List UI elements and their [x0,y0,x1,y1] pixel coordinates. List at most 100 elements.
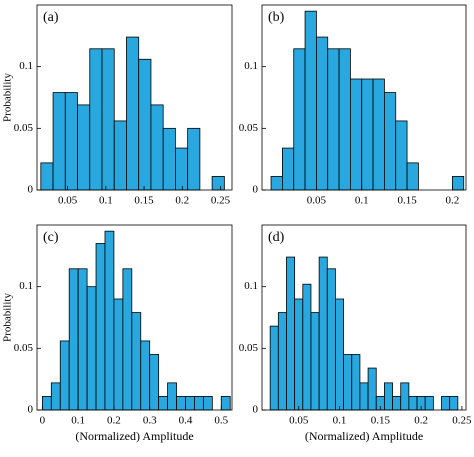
x-tick-label: 0.3 [143,415,157,427]
x-tick-label: 0.1 [333,415,347,427]
bar [406,162,419,191]
y-tick-label: 0 [28,404,34,416]
bar [162,127,176,191]
bar [335,298,345,411]
bar [400,382,410,411]
y-tick-label: 0 [253,184,259,196]
bar [126,36,140,191]
panel-label: (b) [268,10,285,25]
bar [277,312,287,411]
y-tick-label: 0.05 [14,122,34,134]
bar [158,396,168,411]
bar [270,176,283,191]
x-tick-label: 0.15 [134,195,154,207]
axes-frame [36,224,233,411]
bar [211,176,225,191]
bar [281,147,295,191]
x-tick-label: 0.25 [211,195,231,207]
bar [310,312,320,411]
x-tick-label: 0.1 [355,195,369,207]
bar [202,396,213,411]
bar [395,120,408,191]
axes-frame [261,224,467,411]
bar [392,396,402,411]
panel-label: (c) [43,230,59,245]
bar [449,396,459,411]
bar [138,58,152,191]
x-tick-label: 0.05 [58,195,78,207]
bar [286,256,296,411]
bar [149,354,160,411]
x-tick-label: 0.2 [107,415,121,427]
y-tick-label: 0 [28,184,34,196]
x-tick-label: 0.15 [371,415,391,427]
bar [338,48,351,191]
bar [349,78,363,191]
bar [140,340,151,411]
bar [113,298,124,411]
x-tick-label: 0.05 [289,415,309,427]
bar [122,268,133,411]
bar [304,10,317,191]
bar [131,312,142,411]
x-tick-label: 0.2 [446,195,460,207]
bar [383,382,393,411]
bar [41,396,52,411]
bar [89,48,103,191]
bar [359,382,369,411]
bar [77,268,88,411]
y-axis-label: Probability [2,293,14,342]
bar [220,396,231,411]
bar [86,286,97,411]
axes-frame [36,4,233,191]
x-tick-label: 0.05 [307,195,327,207]
bar [315,36,329,191]
bar [185,396,195,411]
bar [176,396,186,411]
bar [175,147,189,191]
x-tick-label: 0.15 [397,195,417,207]
y-tick-label: 0 [253,404,259,416]
bar [408,396,418,411]
y-tick-label: 0.1 [19,280,33,292]
bar [441,396,451,411]
x-tick-label: 0.1 [71,415,85,427]
y-tick-label: 0.05 [14,342,34,354]
y-tick-label: 0.05 [239,342,259,354]
bar [52,92,66,191]
bar [194,396,204,411]
bar [150,104,164,191]
bar [293,48,306,191]
bar [95,243,106,411]
y-tick-label: 0.05 [239,122,259,134]
bar [113,120,127,191]
bar [68,268,79,411]
x-axis-label: (Normalized) Amplitude [305,429,423,443]
bar [104,230,115,411]
bar [318,256,328,411]
bar [302,283,312,411]
axes-frame [261,4,467,191]
x-tick-label: 0.2 [175,195,189,207]
bar [367,367,377,411]
bar [343,354,353,411]
x-tick-label: 0.25 [452,415,472,427]
bar [326,268,336,411]
bar [40,162,54,191]
bar [167,382,177,411]
bar [351,354,361,411]
bar [372,78,385,191]
x-tick-label: 0.1 [99,195,113,207]
bar [101,48,115,191]
x-tick-label: 0.4 [179,415,193,427]
x-tick-label: 0.2 [414,415,428,427]
bar [451,176,465,191]
y-tick-label: 0.1 [244,280,258,292]
bar [59,340,70,411]
panel-label: (a) [43,10,59,25]
bar [50,382,61,411]
y-axis-label: Probability [2,73,14,122]
bar [327,48,340,191]
